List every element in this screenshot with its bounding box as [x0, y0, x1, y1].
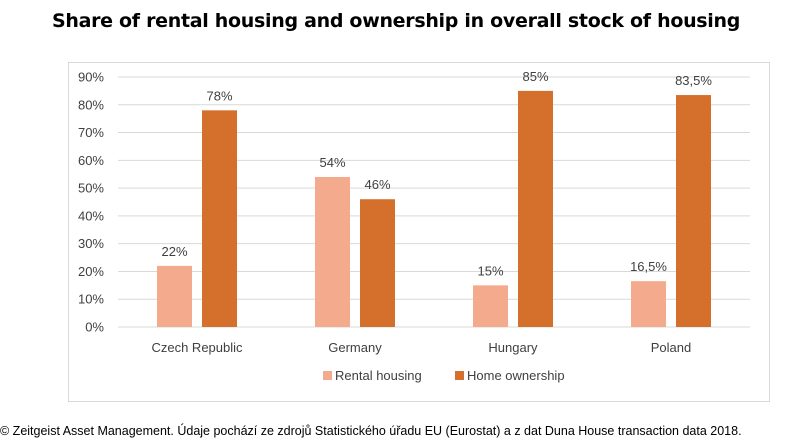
legend-swatch: [323, 371, 332, 380]
data-label: 78%: [206, 88, 232, 103]
x-tick-label: Hungary: [488, 340, 538, 355]
y-tick-label: 80%: [78, 97, 104, 112]
bar-home-ownership: [518, 90, 553, 327]
bar-rental-housing: [157, 265, 192, 327]
data-label: 85%: [522, 69, 548, 84]
x-tick-label: Czech Republic: [151, 340, 243, 355]
legend-label: Home ownership: [467, 368, 565, 383]
data-label: 22%: [161, 244, 187, 259]
chart-title: Share of rental housing and ownership in…: [51, 10, 741, 32]
data-label: 83,5%: [675, 73, 712, 88]
y-tick-label: 30%: [78, 236, 104, 251]
y-tick-label: 50%: [78, 181, 104, 196]
bar-home-ownership: [676, 95, 711, 327]
x-tick-label: Poland: [651, 340, 691, 355]
bar-rental-housing: [315, 177, 350, 327]
y-tick-label: 40%: [78, 208, 104, 223]
chart-frame: [68, 62, 770, 402]
x-tick-label: Germany: [328, 340, 382, 355]
legend-label: Rental housing: [335, 368, 422, 383]
bar-chart: 0% 10% 20% 30% 40% 50% 60% 70% 80% 90% 22% 78% Czech…: [78, 69, 750, 383]
bar-rental-housing: [631, 281, 666, 327]
source-footnote: © Zeitgeist Asset Management. Údaje poch…: [0, 424, 742, 438]
y-tick-label: 0%: [85, 320, 104, 335]
data-label: 54%: [319, 155, 345, 170]
data-label: 16,5%: [630, 259, 667, 274]
y-tick-label: 90%: [78, 70, 104, 85]
bar-home-ownership: [360, 199, 395, 327]
bar-home-ownership: [202, 110, 237, 327]
y-tick-label: 20%: [78, 264, 104, 279]
y-tick-label: 70%: [78, 125, 104, 140]
bar-rental-housing: [473, 285, 508, 327]
y-tick-label: 10%: [78, 292, 104, 307]
data-label: 15%: [477, 263, 503, 278]
legend-swatch: [455, 371, 464, 380]
y-tick-label: 60%: [78, 153, 104, 168]
data-label: 46%: [364, 177, 390, 192]
